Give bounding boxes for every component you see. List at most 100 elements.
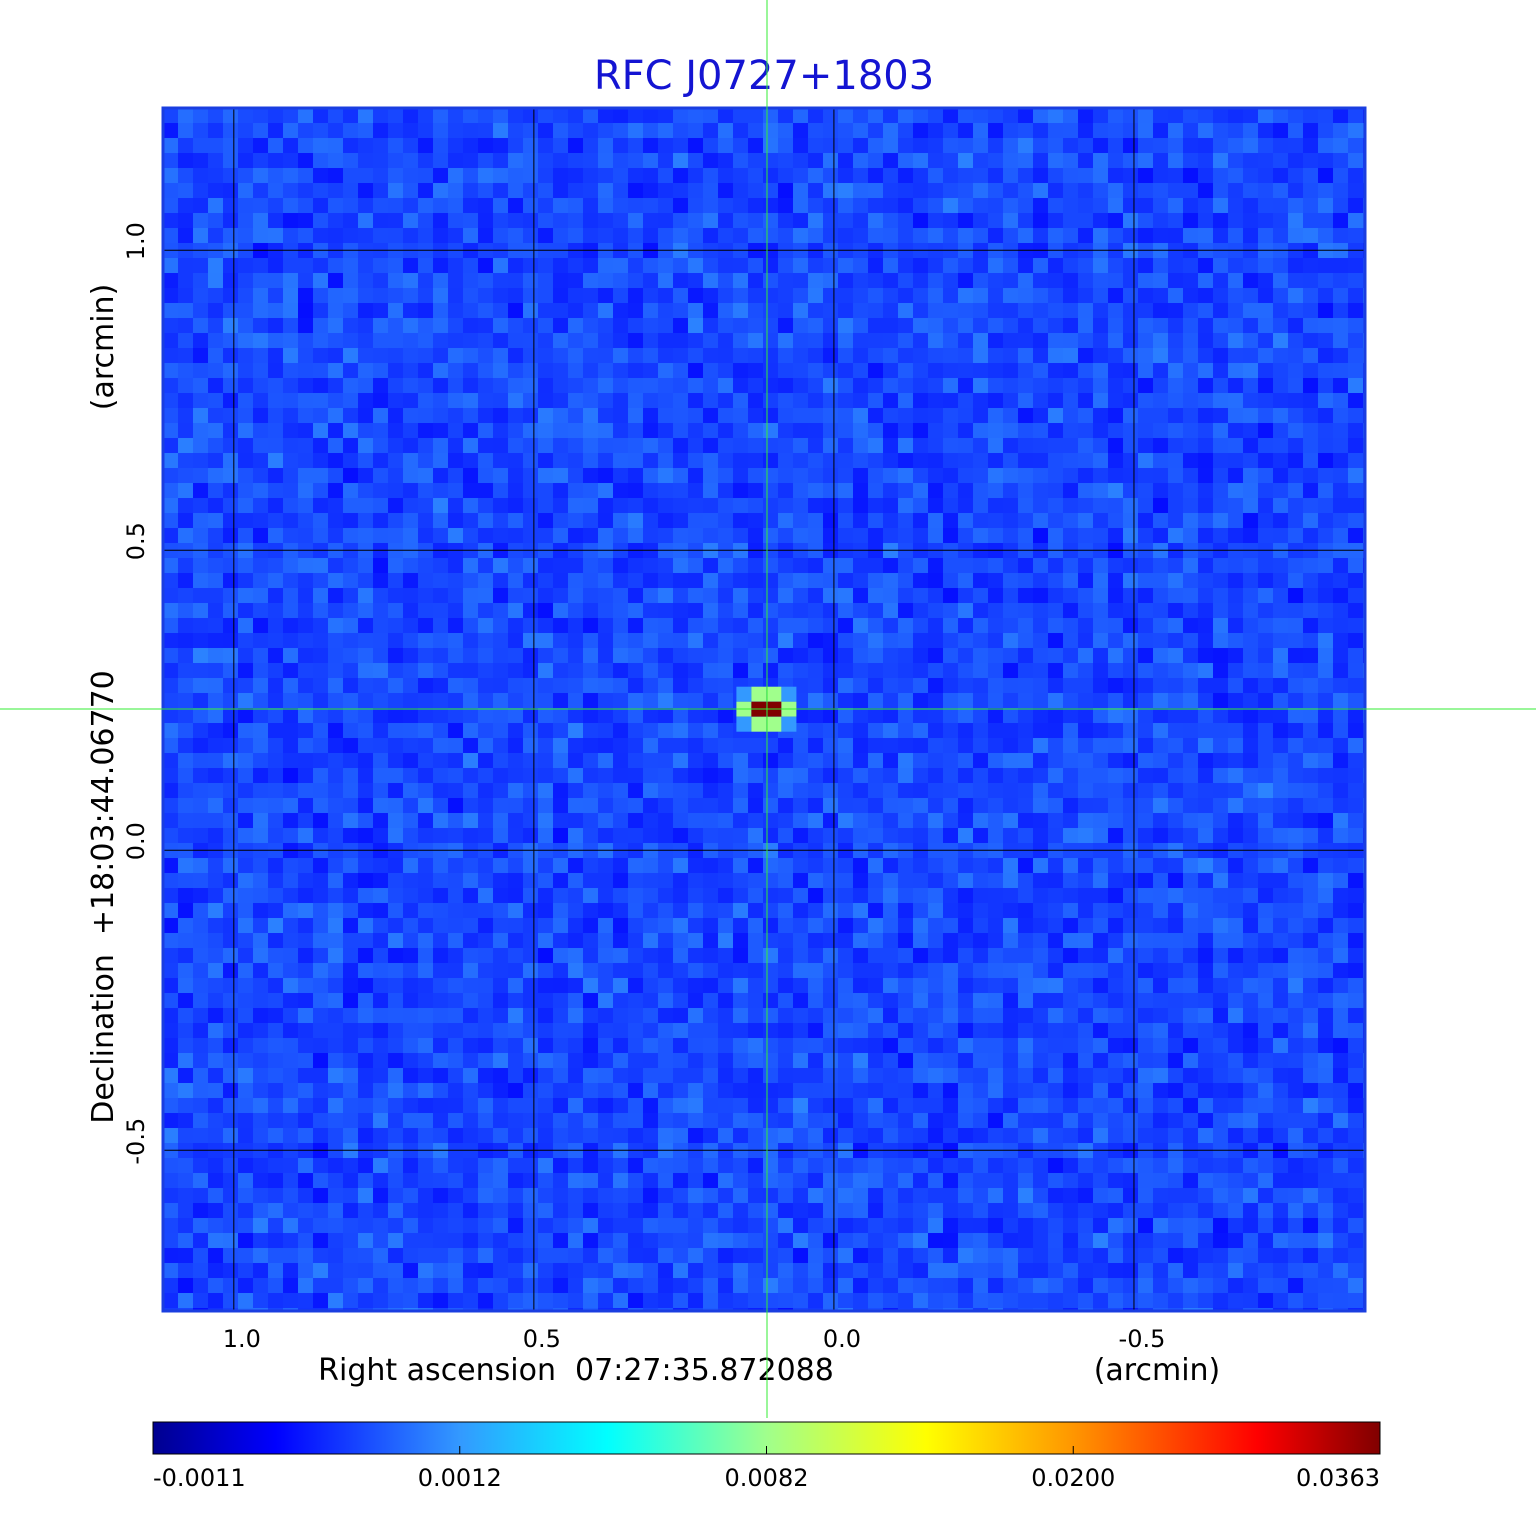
noise-texture [328, 273, 343, 288]
noise-texture [1108, 423, 1123, 438]
noise-texture [178, 708, 193, 723]
noise-texture [1108, 978, 1123, 993]
noise-texture [958, 768, 973, 783]
noise-texture [988, 993, 1003, 1008]
noise-texture [1288, 798, 1303, 813]
noise-texture [1123, 873, 1138, 888]
noise-texture [598, 498, 613, 513]
noise-texture [958, 708, 973, 723]
noise-texture [523, 978, 538, 993]
noise-texture [538, 483, 553, 498]
noise-texture [283, 633, 298, 648]
noise-texture [313, 1008, 328, 1023]
noise-texture [1063, 123, 1078, 138]
noise-texture [1288, 228, 1303, 243]
noise-texture [313, 858, 328, 873]
noise-texture [793, 753, 808, 768]
noise-texture [973, 888, 988, 903]
noise-texture [838, 783, 853, 798]
noise-texture [568, 603, 583, 618]
noise-texture [928, 558, 943, 573]
noise-texture [478, 468, 493, 483]
noise-texture [343, 213, 358, 228]
noise-texture [1183, 948, 1198, 963]
noise-texture [613, 153, 628, 168]
noise-texture [1348, 828, 1363, 843]
noise-texture [1318, 138, 1333, 153]
noise-texture [583, 363, 598, 378]
noise-texture [523, 198, 538, 213]
noise-texture [1063, 393, 1078, 408]
noise-texture [178, 663, 193, 678]
noise-texture [868, 168, 883, 183]
noise-texture [1243, 528, 1258, 543]
noise-texture [1018, 573, 1033, 588]
noise-texture [1108, 663, 1123, 678]
noise-texture [538, 933, 553, 948]
noise-texture [268, 768, 283, 783]
noise-texture [1273, 348, 1288, 363]
noise-texture [733, 198, 748, 213]
noise-texture [208, 153, 223, 168]
noise-texture [493, 678, 508, 693]
noise-texture [988, 363, 1003, 378]
noise-texture [943, 258, 958, 273]
noise-texture [1213, 648, 1228, 663]
noise-texture [778, 588, 793, 603]
noise-texture [568, 393, 583, 408]
noise-texture [1093, 633, 1108, 648]
noise-texture [703, 963, 718, 978]
noise-texture [943, 693, 958, 708]
noise-texture [1333, 423, 1348, 438]
noise-texture [778, 1023, 793, 1038]
noise-texture [403, 963, 418, 978]
noise-texture [628, 948, 643, 963]
noise-texture [1288, 288, 1303, 303]
noise-texture [913, 873, 928, 888]
noise-texture [643, 438, 658, 453]
noise-texture [643, 393, 658, 408]
noise-texture [1048, 708, 1063, 723]
noise-texture [1153, 693, 1168, 708]
noise-texture [838, 318, 853, 333]
noise-texture [1018, 888, 1033, 903]
noise-texture [523, 963, 538, 978]
noise-texture [343, 108, 358, 123]
noise-texture [598, 948, 613, 963]
noise-texture [1003, 408, 1018, 423]
noise-texture [1273, 933, 1288, 948]
noise-texture [343, 393, 358, 408]
noise-texture [238, 528, 253, 543]
noise-texture [688, 888, 703, 903]
noise-texture [598, 903, 613, 918]
noise-texture [1138, 348, 1153, 363]
noise-texture [1258, 423, 1273, 438]
noise-texture [658, 978, 673, 993]
noise-texture [688, 528, 703, 543]
noise-texture [808, 483, 823, 498]
noise-texture [628, 1023, 643, 1038]
noise-texture [748, 213, 763, 228]
noise-texture [688, 678, 703, 693]
noise-texture [1018, 393, 1033, 408]
noise-texture [1348, 588, 1363, 603]
noise-texture [1228, 1008, 1243, 1023]
noise-texture [493, 423, 508, 438]
noise-texture [358, 603, 373, 618]
noise-texture [163, 153, 178, 168]
noise-texture [1333, 288, 1348, 303]
noise-texture [1348, 648, 1363, 663]
noise-texture [193, 333, 208, 348]
noise-texture [523, 918, 538, 933]
noise-texture [628, 693, 643, 708]
noise-texture [1078, 363, 1093, 378]
noise-texture [1063, 873, 1078, 888]
noise-texture [1003, 228, 1018, 243]
noise-texture [448, 408, 463, 423]
noise-texture [778, 303, 793, 318]
noise-texture [658, 498, 673, 513]
noise-texture [1108, 228, 1123, 243]
noise-texture [1258, 858, 1273, 873]
noise-texture [448, 828, 463, 843]
noise-texture [328, 318, 343, 333]
